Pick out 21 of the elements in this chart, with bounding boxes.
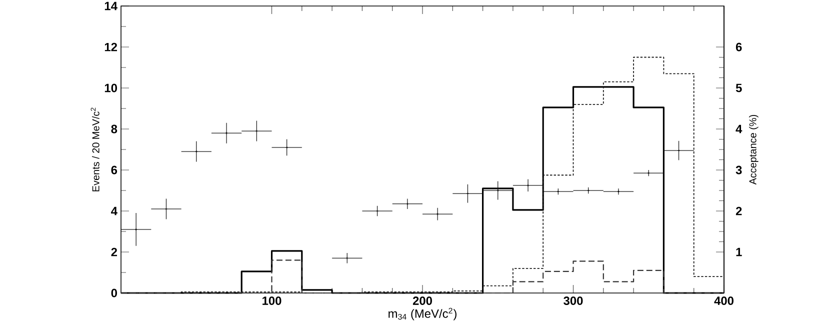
y2-axis-title: Acceptance (%) [749,114,758,185]
x-tick-label: 400 [714,296,734,305]
y-tick-label: 12 [104,42,117,52]
y-tick-label: 10 [104,84,117,92]
y-tick-label: 4 [111,206,118,216]
y2-tick-label: 1 [736,248,742,256]
y2-tick-label: 3 [736,166,742,174]
x-tick-label: 200 [412,296,432,305]
y-tick-label: 14 [104,2,118,10]
y-axis-title: Events / 20 MeV/c$^{2}$ [90,108,100,192]
y-tick-label: 6 [111,166,118,174]
y-tick-label: 2 [111,248,118,256]
y2-tick-label: 2 [736,206,742,216]
y2-tick-label: 6 [736,42,742,52]
y-tick-label: 0 [111,288,117,298]
x-tick-label: 300 [564,296,583,306]
y2-tick-label: 5 [736,84,742,92]
x-tick-label: 100 [262,296,282,305]
x-axis-title: m$_{34}$ (MeV/c$^{2}$) [388,308,456,320]
y2-tick-label: 4 [736,124,742,134]
y-tick-label: 8 [111,124,118,134]
